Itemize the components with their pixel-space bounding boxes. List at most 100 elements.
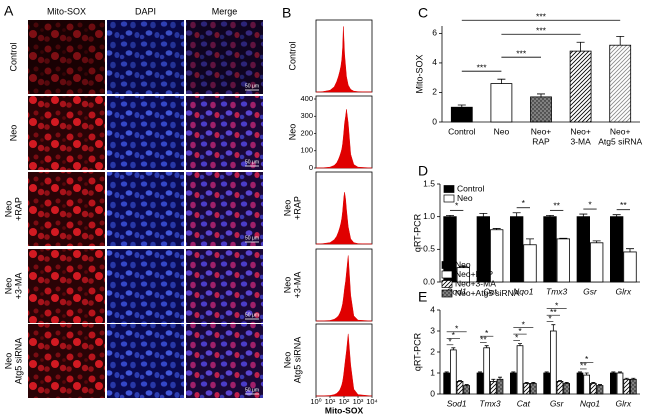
error-bar: [592, 240, 601, 243]
x-tick-label: Nqo1: [513, 286, 534, 296]
y-tick-label: 0: [432, 116, 437, 126]
error-bar: [458, 379, 462, 382]
micrograph-image: [186, 249, 263, 323]
error-bar: [484, 345, 489, 348]
bar: [490, 83, 513, 123]
row-label: Neo: [282, 277, 292, 294]
error-bar: [446, 214, 454, 217]
row-label: Neo: [282, 200, 292, 217]
error-bar: [578, 371, 582, 373]
micrograph-image: [28, 324, 105, 398]
error-bar: [626, 248, 634, 252]
y-tick-label: 6: [432, 28, 437, 38]
legend-swatch: [441, 289, 453, 298]
micrograph-image: [107, 20, 184, 94]
bar: [563, 383, 571, 395]
y-tick-label: 0: [430, 388, 435, 398]
micrograph-image: [107, 96, 184, 170]
y-tick-label: 2: [430, 346, 435, 356]
row-label: Control: [287, 41, 297, 70]
panel-letter: C: [418, 5, 428, 21]
histogram-area: [315, 109, 373, 169]
bar: [609, 44, 632, 123]
panel-letter: E: [418, 289, 427, 305]
x-tick-label: 10¹: [325, 397, 336, 406]
x-tick-label: Tmx3: [546, 286, 568, 296]
panel-letter: A: [4, 3, 14, 19]
error-bar: [618, 371, 622, 373]
row-label: Neo: [3, 201, 13, 218]
panel-letter: D: [418, 163, 428, 179]
x-tick-label: 10²: [339, 397, 350, 406]
x-tick-label: Neo+: [531, 126, 552, 136]
significance-label: *: [585, 354, 589, 364]
legend-swatch: [443, 194, 455, 203]
x-tick-label: Nqo1: [580, 398, 601, 408]
error-bar: [546, 214, 554, 217]
error-bar: [511, 371, 516, 373]
error-bar: [611, 371, 616, 373]
y-axis-label: Mito-SOX: [414, 54, 424, 93]
histogram-area: [315, 192, 373, 245]
error-bar: [451, 347, 456, 350]
bar: [509, 372, 517, 395]
error-bar: [444, 371, 449, 373]
micrograph-image: [28, 20, 105, 94]
y-tick-label: 100: [300, 146, 313, 155]
y-tick-label: 1.0: [423, 211, 435, 221]
row-label: +3-MA: [13, 273, 23, 300]
significance-label: *: [455, 324, 459, 334]
legend-label: Control: [457, 183, 485, 193]
scale-bar-label: 50 μm: [245, 83, 259, 89]
bar: [483, 347, 491, 395]
bar: [576, 216, 590, 283]
bar: [550, 330, 557, 395]
x-tick-label: Neo+: [570, 126, 591, 136]
bar: [610, 216, 624, 283]
bar: [556, 238, 570, 283]
bar: [576, 372, 584, 395]
bar: [523, 244, 537, 283]
row-label: Atg5 siRNA: [292, 337, 302, 384]
error-bar: [498, 376, 502, 380]
bar: [496, 378, 504, 395]
legend-label: Neo+Atg5 siRNA: [455, 288, 520, 298]
row-label: +RAP: [13, 197, 23, 221]
micrograph-image: [186, 172, 263, 246]
bar: [530, 383, 537, 395]
bar: [556, 380, 564, 395]
significance-label: **: [553, 201, 560, 211]
image-shade: [107, 20, 184, 94]
bar: [543, 216, 557, 283]
x-tick-label: 3-MA: [570, 136, 591, 146]
bar: [610, 372, 617, 395]
significance-label: *: [522, 198, 526, 208]
error-bar: [478, 371, 482, 373]
scale-bar-label: 50 μm: [245, 235, 259, 241]
panel-letter: B: [282, 5, 291, 21]
micrograph-image: [107, 172, 184, 246]
row-label: Atg5 siRNA: [13, 338, 23, 385]
significance-label: *: [588, 199, 592, 209]
micrograph-image: [28, 249, 105, 323]
x-tick-label: RAP: [532, 136, 550, 146]
significance-label: ***: [536, 11, 547, 21]
error-bar: [558, 379, 562, 382]
significance-label: **: [580, 361, 587, 371]
row-label: +3-MA: [292, 272, 302, 299]
image-shade: [28, 20, 105, 94]
legend-label: Neo+3-MA: [455, 278, 496, 288]
error-bar: [598, 384, 602, 386]
legend-swatch: [441, 280, 453, 288]
error-bar: [464, 384, 469, 386]
micrograph-image: [107, 324, 184, 398]
bar: [489, 380, 497, 395]
histogram-area: [315, 26, 373, 93]
bar: [569, 50, 592, 123]
error-bar: [526, 238, 534, 245]
error-bar: [564, 382, 569, 384]
x-tick-label: Glrx: [616, 286, 632, 296]
significance-label: ***: [516, 48, 527, 58]
y-tick-label: 3: [430, 325, 435, 335]
error-bar: [492, 228, 501, 230]
